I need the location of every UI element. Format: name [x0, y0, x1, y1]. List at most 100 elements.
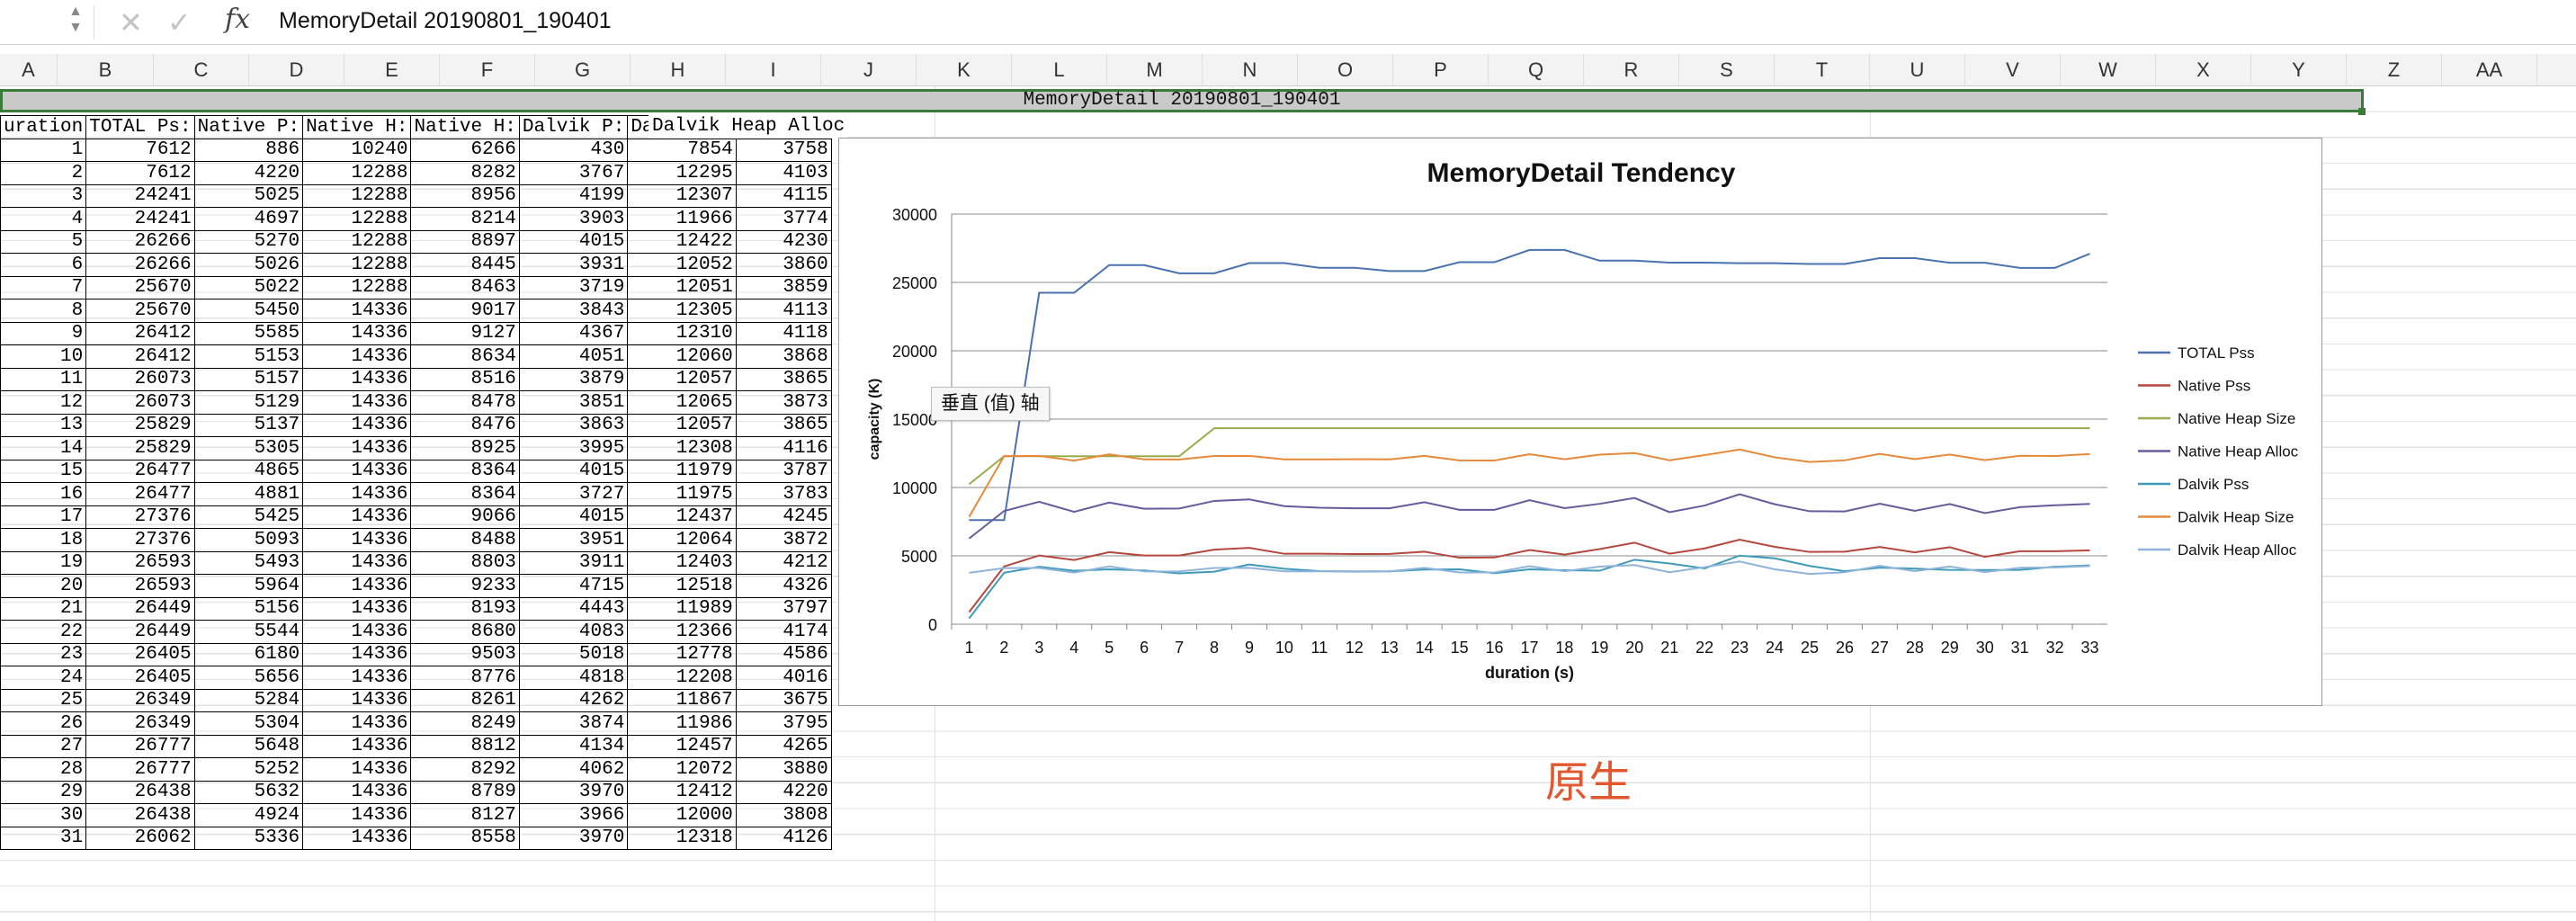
table-cell[interactable]: 4697 — [193, 207, 304, 231]
table-cell[interactable]: 11979 — [627, 459, 737, 483]
table-cell[interactable]: 12778 — [627, 642, 737, 666]
column-header-e[interactable]: E — [344, 54, 440, 85]
column-header-c[interactable]: C — [154, 54, 249, 85]
table-cell[interactable]: 4865 — [193, 459, 304, 483]
table-cell[interactable]: 3931 — [518, 253, 629, 277]
table-cell[interactable]: 8127 — [410, 803, 520, 827]
table-cell[interactable]: 25 — [0, 688, 87, 712]
header-cell[interactable]: Native P: — [193, 115, 304, 139]
table-cell[interactable]: 3903 — [518, 207, 629, 231]
table-cell[interactable]: 8776 — [410, 666, 520, 690]
table-cell[interactable]: 14336 — [302, 550, 412, 575]
table-cell[interactable]: 8445 — [410, 253, 520, 277]
name-box-spinner-icon[interactable]: ▲ ▼ — [68, 4, 83, 35]
header-dalvik-heap-alloc[interactable]: Dalvik Heap Alloc — [648, 115, 849, 139]
table-cell[interactable]: 5 — [0, 229, 87, 254]
column-header-h[interactable]: H — [631, 54, 726, 85]
table-cell[interactable]: 3675 — [735, 688, 832, 712]
table-cell[interactable]: 4265 — [735, 734, 832, 758]
table-cell[interactable]: 14336 — [302, 711, 412, 736]
table-cell[interactable]: 5544 — [193, 620, 304, 644]
table-cell[interactable]: 6266 — [410, 138, 520, 162]
table-cell[interactable]: 7854 — [627, 138, 737, 162]
table-cell[interactable]: 3795 — [735, 711, 832, 736]
table-cell[interactable]: 19 — [0, 550, 87, 575]
table-cell[interactable]: 9066 — [410, 505, 520, 529]
check-icon[interactable]: ✓ — [167, 6, 192, 39]
table-cell[interactable]: 18 — [0, 528, 87, 552]
table-cell[interactable]: 12457 — [627, 734, 737, 758]
table-cell[interactable]: 26477 — [85, 482, 195, 506]
table-cell[interactable]: 8 — [0, 299, 87, 323]
column-header-j[interactable]: J — [821, 54, 917, 85]
table-cell[interactable]: 14336 — [302, 666, 412, 690]
table-cell[interactable]: 3970 — [518, 780, 629, 804]
table-cell[interactable]: 12295 — [627, 161, 737, 185]
table-cell[interactable]: 12308 — [627, 436, 737, 460]
table-cell[interactable]: 14336 — [302, 596, 412, 621]
table-cell[interactable]: 12318 — [627, 826, 737, 850]
table-cell[interactable]: 12208 — [627, 666, 737, 690]
table-cell[interactable]: 8282 — [410, 161, 520, 185]
table-cell[interactable]: 4367 — [518, 321, 629, 345]
table-cell[interactable]: 5026 — [193, 253, 304, 277]
table-cell[interactable]: 4262 — [518, 688, 629, 712]
table-cell[interactable]: 16 — [0, 482, 87, 506]
table-cell[interactable]: 12288 — [302, 229, 412, 254]
table-cell[interactable]: 430 — [518, 138, 629, 162]
table-cell[interactable]: 5493 — [193, 550, 304, 575]
merged-title-cell[interactable]: MemoryDetail 20190801_190401 — [0, 89, 2364, 112]
column-header-p[interactable]: P — [1393, 54, 1489, 85]
table-cell[interactable]: 11986 — [627, 711, 737, 736]
table-cell[interactable]: 26449 — [85, 596, 195, 621]
table-cell[interactable]: 4115 — [735, 183, 832, 208]
table-cell[interactable]: 8476 — [410, 413, 520, 437]
column-header-m[interactable]: M — [1107, 54, 1203, 85]
table-cell[interactable]: 5632 — [193, 780, 304, 804]
table-cell[interactable]: 26477 — [85, 459, 195, 483]
table-cell[interactable]: 4015 — [518, 459, 629, 483]
table-cell[interactable]: 4134 — [518, 734, 629, 758]
column-header-n[interactable]: N — [1203, 54, 1298, 85]
table-cell[interactable]: 4586 — [735, 642, 832, 666]
column-header-aa[interactable]: AA — [2442, 54, 2537, 85]
table-cell[interactable]: 4113 — [735, 299, 832, 323]
table-cell[interactable]: 3783 — [735, 482, 832, 506]
table-cell[interactable]: 3787 — [735, 459, 832, 483]
table-cell[interactable]: 26062 — [85, 826, 195, 850]
table-cell[interactable]: 14336 — [302, 367, 412, 391]
table-cell[interactable]: 12403 — [627, 550, 737, 575]
table-cell[interactable]: 4126 — [735, 826, 832, 850]
table-cell[interactable]: 20 — [0, 574, 87, 598]
table-cell[interactable]: 3727 — [518, 482, 629, 506]
table-cell[interactable]: 3767 — [518, 161, 629, 185]
table-cell[interactable]: 8812 — [410, 734, 520, 758]
table-cell[interactable]: 26777 — [85, 757, 195, 782]
table-cell[interactable]: 886 — [193, 138, 304, 162]
table-cell[interactable]: 11867 — [627, 688, 737, 712]
table-cell[interactable]: 26777 — [85, 734, 195, 758]
table-cell[interactable]: 5022 — [193, 275, 304, 300]
table-cell[interactable]: 12366 — [627, 620, 737, 644]
column-header-r[interactable]: R — [1584, 54, 1679, 85]
header-cell[interactable]: Native H: — [410, 115, 520, 139]
table-cell[interactable]: 4062 — [518, 757, 629, 782]
table-cell[interactable]: 1 — [0, 138, 87, 162]
table-cell[interactable]: 5156 — [193, 596, 304, 621]
table-cell[interactable]: 5964 — [193, 574, 304, 598]
table-cell[interactable]: 14336 — [302, 734, 412, 758]
table-cell[interactable]: 3865 — [735, 367, 832, 391]
table-cell[interactable]: 4443 — [518, 596, 629, 621]
table-cell[interactable]: 12307 — [627, 183, 737, 208]
table-cell[interactable]: 5305 — [193, 436, 304, 460]
table-cell[interactable]: 25670 — [85, 275, 195, 300]
table-cell[interactable]: 26405 — [85, 666, 195, 690]
table-cell[interactable]: 25670 — [85, 299, 195, 323]
table-cell[interactable]: 25829 — [85, 436, 195, 460]
table-cell[interactable]: 9233 — [410, 574, 520, 598]
table-cell[interactable]: 4818 — [518, 666, 629, 690]
table-cell[interactable]: 12288 — [302, 161, 412, 185]
column-header-k[interactable]: K — [917, 54, 1012, 85]
table-cell[interactable]: 24241 — [85, 207, 195, 231]
table-cell[interactable]: 8956 — [410, 183, 520, 208]
